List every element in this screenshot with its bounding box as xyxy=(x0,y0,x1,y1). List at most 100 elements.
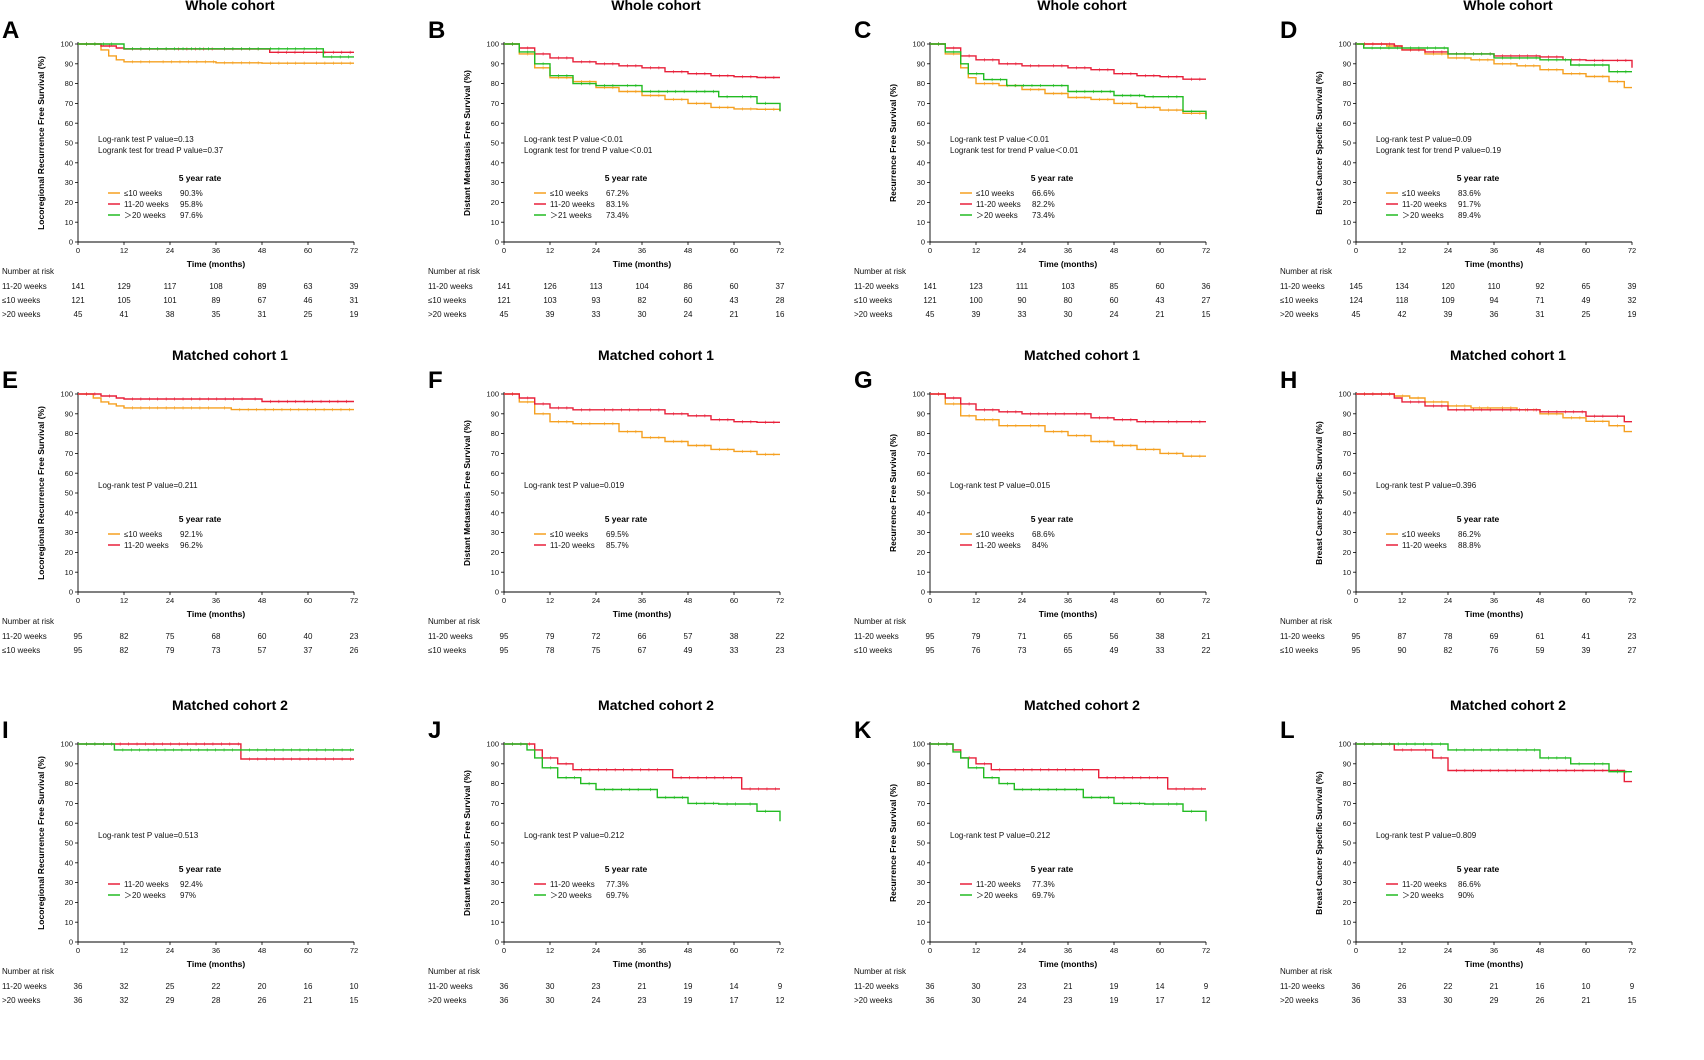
y-tick-label: 20 xyxy=(65,898,73,907)
x-tick-label: 24 xyxy=(592,946,600,955)
risk-value: 20 xyxy=(258,982,267,991)
y-tick-label: 0 xyxy=(1347,238,1351,247)
y-tick-label: 20 xyxy=(65,548,73,557)
risk-table-title: Number at risk xyxy=(1280,617,1333,626)
y-tick-label: 70 xyxy=(917,449,925,458)
legend-rate: 95.8% xyxy=(180,200,203,209)
km-chart-a: A Whole cohort 0 10 20 30 40 50 60 70 80 90 100 0 12 24… xyxy=(2,0,359,319)
risk-value: 141 xyxy=(497,282,511,291)
legend-label: 11-20 weeks xyxy=(550,880,595,889)
panel-title: Whole cohort xyxy=(1037,0,1127,13)
risk-value: 92 xyxy=(1536,282,1545,291)
logrank-note: Logrank test for tread P value=0.37 xyxy=(98,146,224,155)
y-tick-label: 20 xyxy=(491,198,499,207)
risk-value: 90 xyxy=(1398,646,1407,655)
y-tick-label: 50 xyxy=(491,489,499,498)
y-tick-label: 30 xyxy=(1343,528,1351,537)
series-line-2 xyxy=(930,43,1207,120)
y-tick-label: 70 xyxy=(1343,799,1351,808)
y-tick-label: 50 xyxy=(491,839,499,848)
risk-value: 56 xyxy=(1110,632,1119,641)
risk-value: 78 xyxy=(546,646,555,655)
y-tick-label: 60 xyxy=(65,469,73,478)
panel-i: I Matched cohort 2 0 10 20 30 40 50 60 70 80 90 100 0… xyxy=(0,697,426,1053)
risk-value: 26 xyxy=(1398,982,1407,991)
risk-table-title: Number at risk xyxy=(428,967,481,976)
legend-rate: 67.2% xyxy=(606,189,629,198)
logrank-note: Logrank test for trend P value＜0.01 xyxy=(950,146,1079,155)
y-tick-label: 100 xyxy=(486,40,499,49)
risk-value: 60 xyxy=(684,296,693,305)
panel-letter: G xyxy=(854,367,873,394)
risk-row-label: 11-20 weeks xyxy=(428,282,473,291)
risk-value: 113 xyxy=(590,282,603,291)
risk-row-label: ≤10 weeks xyxy=(2,646,40,655)
x-axis-label: Time (months) xyxy=(1039,259,1098,269)
x-tick-label: 24 xyxy=(166,246,174,255)
risk-value: 45 xyxy=(500,310,509,319)
y-tick-label: 90 xyxy=(917,59,925,68)
legend-label: ≤10 weeks xyxy=(124,189,162,198)
risk-value: 42 xyxy=(1398,310,1407,319)
y-tick-label: 60 xyxy=(917,819,925,828)
panel-letter: H xyxy=(1280,367,1297,394)
risk-table-title: Number at risk xyxy=(428,267,481,276)
y-tick-label: 80 xyxy=(917,79,925,88)
series-line-0 xyxy=(504,393,780,456)
y-tick-label: 80 xyxy=(65,429,73,438)
y-tick-label: 80 xyxy=(491,79,499,88)
panel-title: Matched cohort 1 xyxy=(1024,347,1140,363)
panel-c: C Whole cohort 0 10 20 30 40 50 60 70 80 90 100 0 12 24… xyxy=(852,0,1278,353)
x-tick-label: 24 xyxy=(1018,246,1026,255)
x-tick-label: 48 xyxy=(1536,946,1544,955)
y-axis-label: Distant Metastasis Free Survival (%) xyxy=(462,420,472,566)
panel-j: J Matched cohort 2 0 10 20 30 40 50 60 70 80 90 100 0… xyxy=(426,697,852,1053)
y-tick-label: 70 xyxy=(65,799,73,808)
legend-label: ≤10 weeks xyxy=(550,189,588,198)
legend-rate: 73.4% xyxy=(1032,211,1055,220)
legend-label: ＞20 weeks xyxy=(1402,891,1444,900)
legend-label: ≤10 weeks xyxy=(1402,530,1440,539)
legend-rate: 92.4% xyxy=(180,880,203,889)
risk-row-label: ≤10 weeks xyxy=(428,296,466,305)
x-tick-label: 0 xyxy=(928,596,932,605)
risk-value: 121 xyxy=(497,296,511,305)
panel-letter: D xyxy=(1280,17,1297,44)
risk-value: 68 xyxy=(212,632,221,641)
legend-label: 11-20 weeks xyxy=(976,880,1021,889)
legend-rate: 83.6% xyxy=(1458,189,1481,198)
rate-title: 5 year rate xyxy=(605,173,648,183)
risk-value: 24 xyxy=(592,996,601,1005)
y-tick-label: 50 xyxy=(917,139,925,148)
series-line-2 xyxy=(78,43,354,58)
risk-value: 38 xyxy=(1156,632,1165,641)
y-axis-label: Breast Cancer Specific Survival (%) xyxy=(1314,771,1324,915)
risk-value: 39 xyxy=(350,282,359,291)
risk-row-label: 11-20 weeks xyxy=(854,282,899,291)
y-tick-label: 70 xyxy=(491,99,499,108)
y-axis-label: Locoregional Recurrence Free Survival (%… xyxy=(36,406,46,580)
panel-l: L Matched cohort 2 0 10 20 30 40 50 60 70 80 90 100 0… xyxy=(1278,697,1704,1053)
x-tick-label: 12 xyxy=(972,246,980,255)
risk-value: 65 xyxy=(1064,646,1073,655)
logrank-note: Log-rank test P value＜0.01 xyxy=(524,135,624,144)
y-tick-label: 60 xyxy=(1343,469,1351,478)
risk-value: 40 xyxy=(304,632,313,641)
y-tick-label: 90 xyxy=(65,59,73,68)
risk-value: 31 xyxy=(258,310,267,319)
risk-value: 22 xyxy=(212,982,221,991)
risk-value: 93 xyxy=(592,296,601,305)
y-tick-label: 40 xyxy=(65,508,73,517)
risk-value: 28 xyxy=(776,296,785,305)
risk-value: 121 xyxy=(923,296,937,305)
y-tick-label: 60 xyxy=(65,819,73,828)
y-tick-label: 0 xyxy=(1347,938,1351,947)
risk-value: 39 xyxy=(546,310,555,319)
legend-label: 11-20 weeks xyxy=(976,541,1021,550)
risk-value: 21 xyxy=(1490,982,1499,991)
y-tick-label: 20 xyxy=(491,548,499,557)
rate-title: 5 year rate xyxy=(1457,864,1500,874)
risk-value: 36 xyxy=(1352,982,1361,991)
x-axis-label: Time (months) xyxy=(1465,609,1524,619)
y-tick-label: 0 xyxy=(69,938,73,947)
